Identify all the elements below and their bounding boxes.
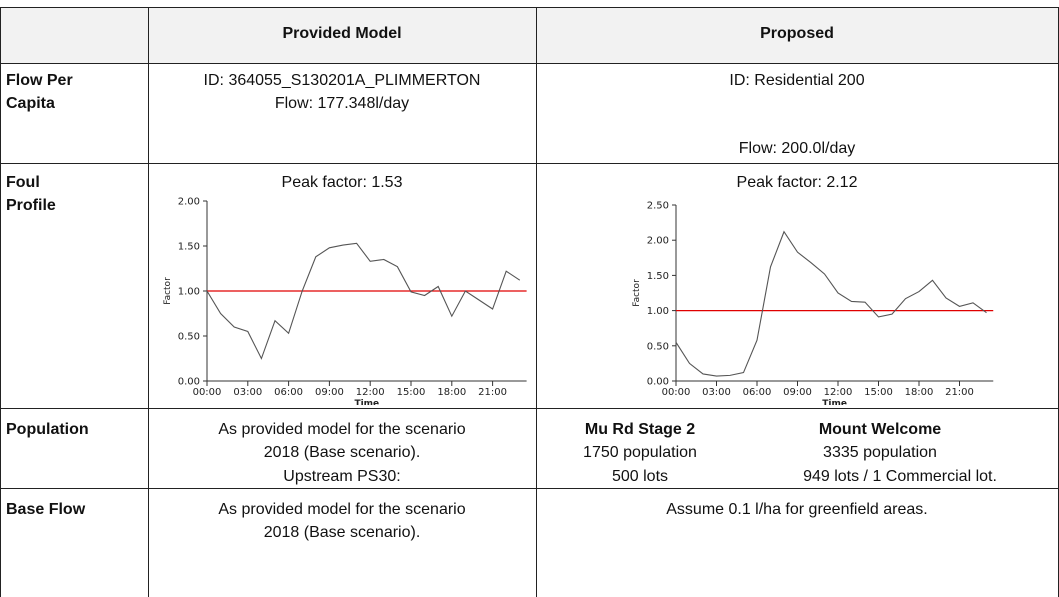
x-tick-label: 06:00 [743, 387, 772, 398]
y-tick-label: 0.50 [647, 341, 669, 352]
cell-text: Assume 0.1 l/ha for greenfield areas. [666, 501, 928, 518]
row-label: Population [6, 421, 89, 438]
cell-text: 1750 population [583, 444, 697, 461]
x-tick-label: 06:00 [274, 387, 303, 398]
column-header: Proposed [760, 25, 834, 42]
x-axis-label: Time [354, 399, 379, 405]
y-tick-label: 2.00 [178, 197, 200, 208]
x-tick-label: 03:00 [233, 387, 262, 398]
x-tick-label: 18:00 [437, 387, 466, 398]
data-line [206, 242, 521, 360]
x-tick-label: 21:00 [945, 387, 974, 398]
cell-text: Upstream PS30: [283, 468, 401, 485]
cell-text: ID: Residential 200 [729, 72, 865, 89]
y-tick-label: 0.50 [178, 332, 200, 343]
rule [0, 63, 1059, 64]
rule [0, 163, 1059, 164]
cell-text: Flow: 200.0l/day [738, 140, 856, 157]
y-tick-label: 1.00 [178, 287, 200, 298]
row-label: Flow Per Capita [6, 72, 73, 112]
rule [0, 488, 1059, 489]
rule [536, 7, 537, 597]
cell-text: As provided model for the scenario [218, 501, 466, 518]
cell-text: 500 lots [611, 468, 669, 485]
y-tick-label: 1.50 [647, 271, 669, 282]
x-tick-label: 18:00 [905, 387, 934, 398]
cell-text: ID: 364055_S130201A_PLIMMERTON [203, 72, 481, 89]
chart: 0.00 0.50 1.00 1.50 2.00 00:00 03:00 06:00 09:00… [163, 197, 527, 405]
chart-title: Peak factor: 1.53 [281, 174, 403, 191]
row-label: Foul Profile [6, 174, 56, 214]
y-tick-label: 0.00 [647, 377, 669, 388]
cell-text: Flow: 177.348l/day [274, 95, 410, 112]
y-tick-label: 0.00 [178, 377, 200, 388]
rule [148, 7, 149, 597]
x-tick-label: 03:00 [702, 387, 731, 398]
row-label: Base Flow [6, 501, 86, 518]
cell-text: 949 lots / 1 Commercial lot. [803, 468, 997, 485]
cell-text: 2018 (Base scenario). [263, 524, 421, 541]
data-line [675, 230, 987, 377]
y-tick-label: 1.50 [178, 242, 200, 253]
x-tick-label: 09:00 [783, 387, 812, 398]
x-tick-label: 15:00 [864, 387, 893, 398]
x-tick-label: 21:00 [478, 387, 507, 398]
x-tick-label: 09:00 [315, 387, 344, 398]
rule [0, 7, 1, 597]
sub-header: Mount Welcome [818, 421, 942, 438]
chart: 0.00 0.50 1.00 1.50 2.00 2.50 00:00 03:00 06:00 0… [632, 201, 994, 405]
x-tick-label: 12:00 [824, 387, 853, 398]
y-tick-label: 2.50 [647, 201, 669, 212]
column-header: Provided Model [282, 25, 402, 42]
cell-text: As provided model for the scenario [218, 421, 466, 438]
y-axis-label: Factor [163, 277, 173, 305]
y-tick-label: 2.00 [647, 236, 669, 247]
x-tick-label: 00:00 [662, 387, 691, 398]
x-tick-label: 12:00 [356, 387, 385, 398]
x-axis-label: Time [822, 399, 847, 405]
header-bg [0, 7, 1059, 63]
rule [0, 408, 1059, 409]
x-tick-label: 00:00 [193, 387, 222, 398]
y-axis-label: Factor [632, 279, 642, 307]
chart-title: Peak factor: 2.12 [736, 174, 858, 191]
y-tick-label: 1.00 [647, 306, 669, 317]
sub-header: Mu Rd Stage 2 [584, 421, 696, 438]
rule [0, 7, 1059, 8]
cell-text: 3335 population [823, 444, 937, 461]
x-tick-label: 15:00 [397, 387, 426, 398]
cell-text: 2018 (Base scenario). [263, 444, 421, 461]
